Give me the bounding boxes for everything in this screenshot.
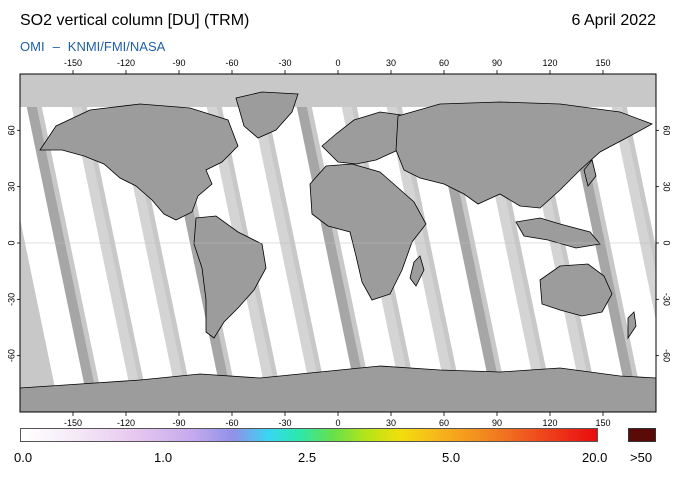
lon-tick-label-bottom: -150 (64, 418, 82, 428)
colorbar-label-4: 20.0 (582, 450, 608, 465)
lat-tick-label-right: -60 (662, 349, 672, 362)
lat-tick-label-left: 30 (6, 182, 16, 192)
colorbar-overflow-swatch (628, 428, 656, 442)
madagascar (409, 255, 425, 287)
maritime-se-asia (515, 217, 601, 249)
lon-tick-label-top: 60 (439, 58, 449, 68)
lat-tick-label-right: 60 (662, 125, 672, 135)
credits-separator: – (52, 39, 60, 54)
lon-tick-label-bottom: -90 (172, 418, 185, 428)
map-title: SO2 vertical column [DU] (TRM) (20, 12, 250, 29)
greenland (235, 91, 299, 139)
lon-tick-label-bottom: 120 (542, 418, 557, 428)
arctic-no-data (20, 74, 656, 107)
date-label: 6 April 2022 (571, 12, 656, 29)
lon-tick-label-bottom: 150 (595, 418, 610, 428)
colorbar-overflow-label: >50 (630, 450, 653, 465)
instrument-label: OMI (20, 39, 45, 54)
lon-tick-label-bottom: 30 (386, 418, 396, 428)
lon-tick-label-top: -150 (64, 58, 82, 68)
lon-tick-label-top: -60 (225, 58, 238, 68)
lon-tick-label-bottom: 0 (335, 418, 340, 428)
lat-tick-label-right: -30 (662, 293, 672, 306)
lat-tick-label-left: -60 (6, 349, 16, 362)
lon-tick-label-top: 0 (335, 58, 340, 68)
land-outlines (20, 91, 656, 412)
lon-tick-label-bottom: 90 (492, 418, 502, 428)
north-america (39, 103, 239, 221)
south-america (193, 215, 267, 339)
asia (395, 101, 653, 209)
colorbar-label-1: 1.0 (154, 450, 173, 465)
lat-tick-label-right: 30 (662, 182, 672, 192)
colorbar-label-2: 2.5 (298, 450, 317, 465)
lon-tick-label-top: 30 (386, 58, 396, 68)
japan (583, 159, 597, 187)
colorbar-label-3: 5.0 (442, 450, 461, 465)
lat-tick-label-left: 60 (6, 125, 16, 135)
graticule-ticks: -150 -150 -120 -120 -90 -90 -60 -60 -30 -30 0 0 30 30… (6, 58, 671, 428)
lat-tick-label-left: 0 (6, 240, 16, 245)
lon-tick-label-bottom: -60 (225, 418, 238, 428)
credits: OMI – KNMI/FMI/NASA (20, 39, 165, 54)
africa (309, 163, 427, 301)
lon-tick-label-bottom: 60 (439, 418, 449, 428)
new-zealand (627, 311, 637, 340)
agency-label: KNMI/FMI/NASA (67, 39, 166, 54)
lat-tick-label-right: 0 (662, 240, 672, 245)
lon-tick-label-top: 90 (492, 58, 502, 68)
antarctica (20, 365, 656, 412)
australia (539, 263, 613, 317)
colorbar-label-0: 0.0 (14, 450, 33, 465)
colorbar (20, 428, 598, 442)
lon-tick-label-top: 150 (595, 58, 610, 68)
lon-tick-label-bottom: -120 (117, 418, 135, 428)
lon-tick-label-top: -30 (278, 58, 291, 68)
lon-tick-label-top: -90 (172, 58, 185, 68)
lon-tick-label-top: -120 (117, 58, 135, 68)
lon-tick-label-top: 120 (542, 58, 557, 68)
lat-tick-label-left: -30 (6, 293, 16, 306)
lon-tick-label-bottom: -30 (278, 418, 291, 428)
